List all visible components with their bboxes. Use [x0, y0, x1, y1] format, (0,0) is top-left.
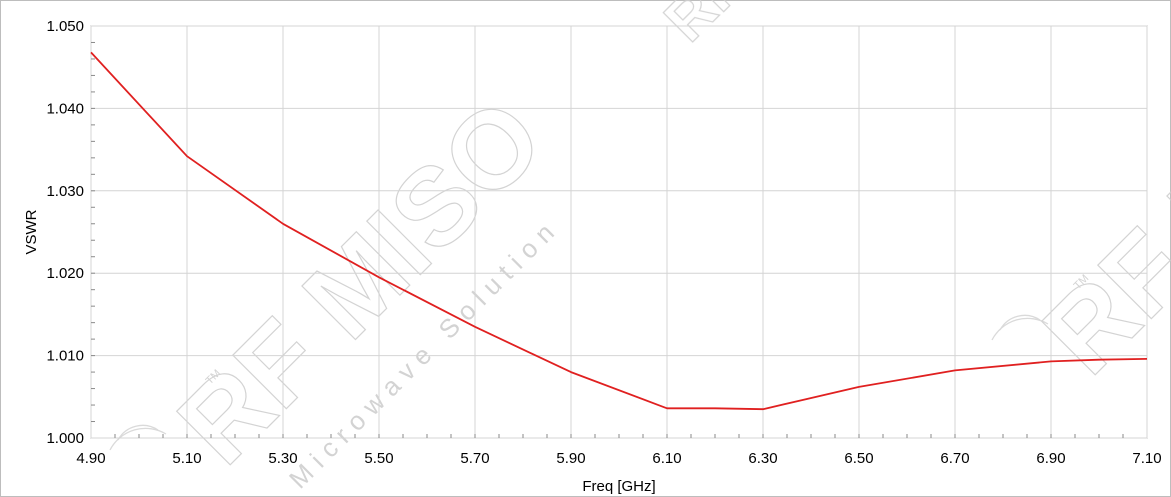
y-tick-label: 1.030: [46, 183, 84, 200]
x-tick-labels: 4.90 5.10 5.30 5.50 5.70 5.90 6.10 6.30 6.50 6.70…: [76, 450, 1161, 467]
x-tick-label: 7.10: [1132, 450, 1161, 467]
y-tick-labels: 1.000 1.010 1.020 1.030 1.040 1.050: [46, 18, 84, 447]
y-axis-title: VSWR: [23, 209, 40, 254]
vswr-series-line: [90, 51, 1148, 411]
x-tick-label: 5.30: [268, 450, 297, 467]
x-tick-label: 4.90: [76, 450, 105, 467]
x-tick-label: 6.10: [652, 450, 681, 467]
x-tick-label: 6.90: [1036, 450, 1065, 467]
y-tick-label: 1.020: [46, 265, 84, 282]
wifi-logo-icon: [109, 314, 1049, 451]
series-layer: [90, 51, 1148, 411]
x-tick-label: 6.70: [940, 450, 969, 467]
plot-area: 4.90 5.10 5.30 5.50 5.70 5.90 6.10 6.30 6.50 6.70…: [46, 18, 1161, 467]
grid: [90, 25, 1148, 439]
y-tick-label: 1.000: [46, 430, 84, 447]
x-tick-label: 5.90: [556, 450, 585, 467]
x-tick-label: 6.30: [748, 450, 777, 467]
minor-ticks: [91, 41, 1124, 438]
y-tick-label: 1.050: [46, 18, 84, 35]
x-tick-label: 5.10: [172, 450, 201, 467]
x-tick-label: 6.50: [844, 450, 873, 467]
x-tick-label: 5.50: [364, 450, 393, 467]
y-tick-label: 1.040: [46, 100, 84, 117]
x-axis-title: Freq [GHz]: [582, 478, 655, 495]
x-tick-label: 5.70: [460, 450, 489, 467]
y-tick-label: 1.010: [46, 348, 84, 365]
